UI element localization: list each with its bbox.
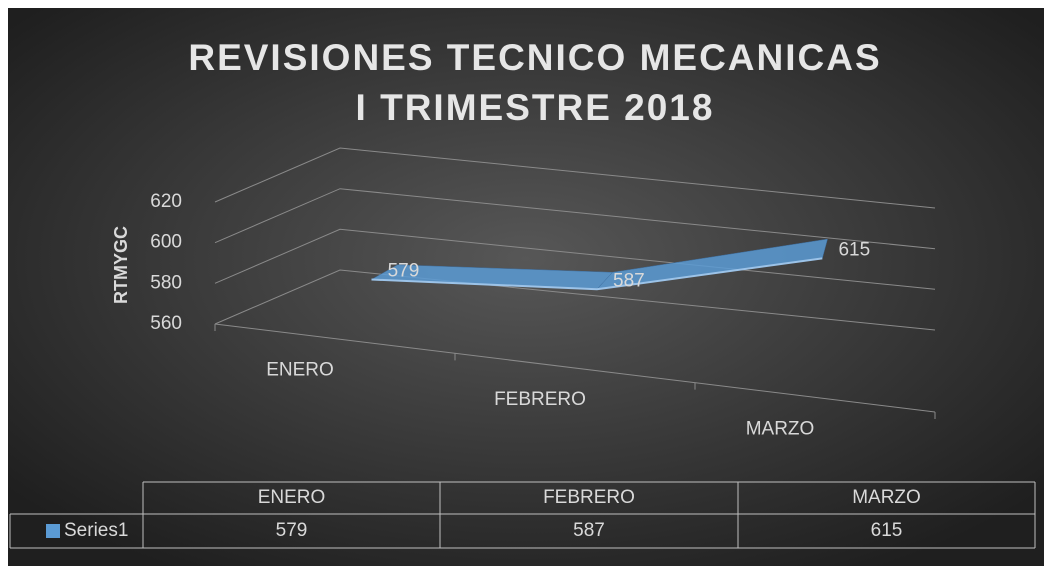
chart-title: I TRIMESTRE 2018	[356, 87, 715, 128]
y-axis-label: RTMYGC	[111, 226, 131, 304]
legend-swatch	[46, 524, 60, 538]
axis-line	[214, 323, 936, 413]
data-label: 615	[838, 239, 870, 260]
y-tick-label: 580	[150, 272, 182, 293]
x-tick-label: ENERO	[266, 360, 334, 381]
grid-line	[214, 147, 936, 209]
x-tick-label: FEBRERO	[494, 389, 586, 410]
x-tick-label: MARZO	[746, 418, 815, 439]
table-header: ENERO	[258, 487, 326, 508]
data-label: 587	[613, 270, 645, 291]
table-header: FEBRERO	[543, 487, 635, 508]
grid-line	[214, 188, 936, 250]
chart-title: REVISIONES TECNICO MECANICAS	[188, 37, 881, 78]
grid-line	[214, 269, 936, 331]
table-cell: 615	[871, 520, 903, 541]
table-cell: 587	[573, 520, 605, 541]
legend-label: Series1	[64, 520, 128, 541]
data-label: 579	[388, 261, 420, 282]
table-header: MARZO	[852, 487, 921, 508]
y-tick-label: 620	[150, 191, 182, 212]
y-tick-label: 560	[150, 313, 182, 334]
series-line	[371, 257, 823, 291]
table-cell: 579	[276, 520, 308, 541]
y-tick-label: 600	[150, 232, 182, 253]
